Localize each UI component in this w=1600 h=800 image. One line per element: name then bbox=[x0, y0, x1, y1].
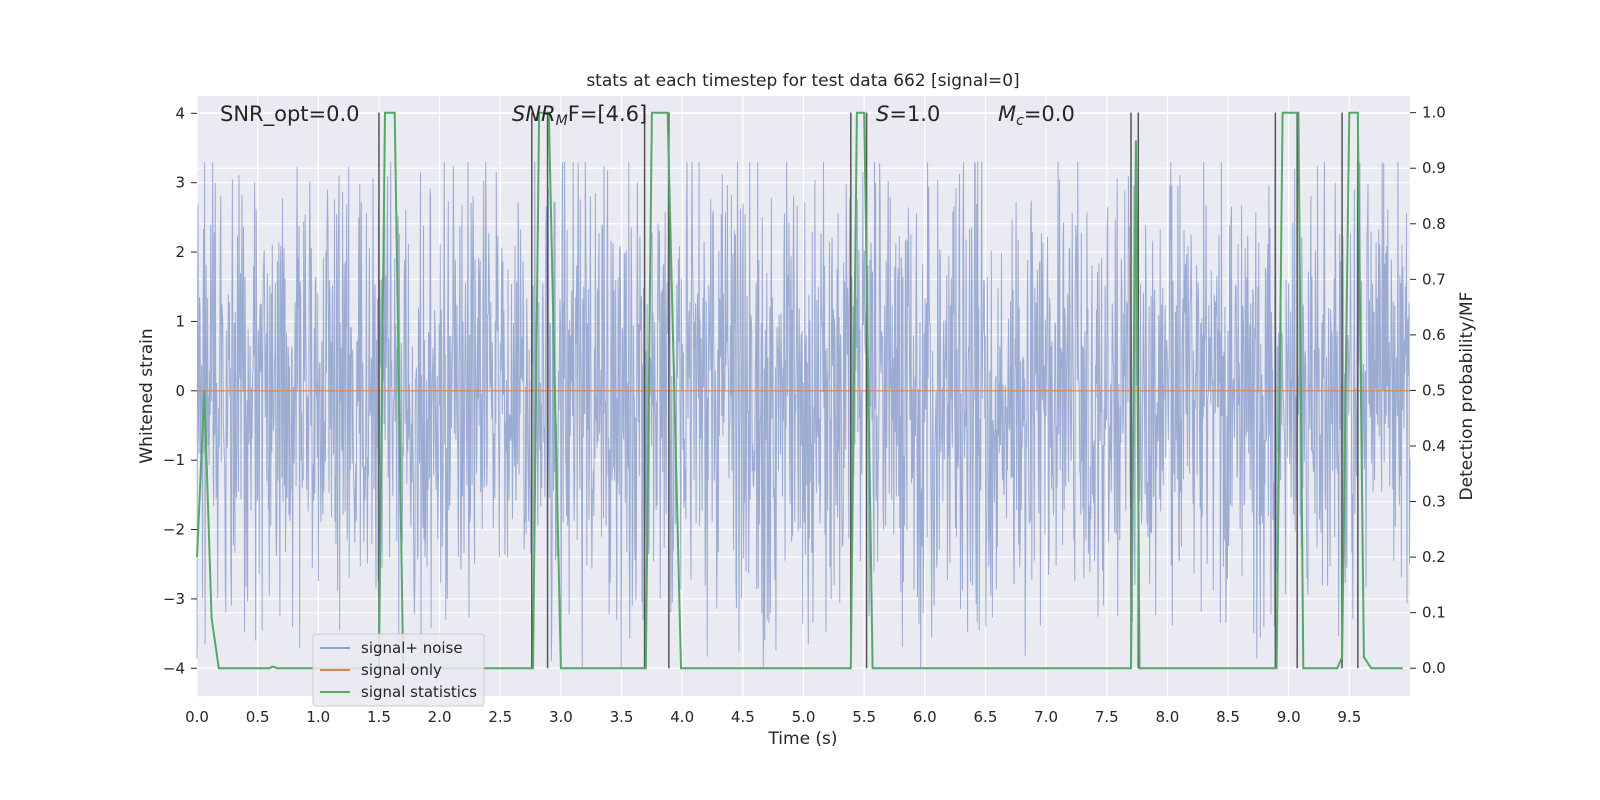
x-tick-label: 4.0 bbox=[670, 708, 694, 726]
annotation-mc-sub: c bbox=[1016, 113, 1024, 129]
y-tick-label: −3 bbox=[163, 590, 185, 608]
x-tick-label: 3.5 bbox=[610, 708, 634, 726]
annotation-snr-mf-sub: M bbox=[556, 113, 568, 129]
x-tick-label: 7.0 bbox=[1034, 708, 1058, 726]
x-tick-label: 5.5 bbox=[852, 708, 876, 726]
y2-tick-label: 1.0 bbox=[1422, 104, 1446, 122]
annotation-snr-opt: SNR_opt=0.0 bbox=[220, 102, 360, 127]
annotation-s-italic: S bbox=[876, 102, 889, 126]
y-axis-label-right: Detection probability/MF bbox=[1457, 292, 1477, 501]
x-tick-label: 1.5 bbox=[367, 708, 391, 726]
x-tick-label: 3.0 bbox=[549, 708, 573, 726]
y2-tick-label: 0.8 bbox=[1422, 215, 1446, 233]
y2-tick-label: 0.0 bbox=[1422, 659, 1446, 677]
y-tick-label: −4 bbox=[163, 659, 185, 677]
chart-title: stats at each timestep for test data 662… bbox=[586, 71, 1019, 91]
annotation-snr-mf-italic: SNR bbox=[512, 102, 556, 126]
x-tick-label: 2.5 bbox=[488, 708, 512, 726]
y2-tick-label: 0.1 bbox=[1422, 604, 1446, 622]
annotation-mc-rest: =0.0 bbox=[1024, 102, 1075, 126]
annotation-s: S=1.0 bbox=[876, 102, 940, 126]
y2-tick-label: 0.4 bbox=[1422, 437, 1446, 455]
y-tick-label: 2 bbox=[175, 243, 185, 261]
y-axis-label-left: Whitened strain bbox=[137, 328, 157, 463]
y2-tick-label: 0.7 bbox=[1422, 270, 1446, 288]
y2-tick-label: 0.9 bbox=[1422, 159, 1446, 177]
annotation-snr-mf-rest: F=[4.6] bbox=[568, 102, 647, 126]
legend-label-signal-only: signal only bbox=[361, 661, 442, 679]
signal-noise-line bbox=[196, 161, 1411, 669]
y2-tick-label: 0.2 bbox=[1422, 548, 1446, 566]
x-tick-label: 4.5 bbox=[731, 708, 755, 726]
series-signal-statistics bbox=[196, 111, 1403, 670]
x-tick-label: 0.5 bbox=[246, 708, 270, 726]
x-tick-label: 0.0 bbox=[185, 708, 209, 726]
y-tick-label: 3 bbox=[175, 174, 185, 192]
x-tick-label: 7.5 bbox=[1095, 708, 1119, 726]
y-tick-label: −2 bbox=[163, 521, 185, 539]
y-tick-label: 1 bbox=[175, 312, 185, 330]
x-tick-label: 2.0 bbox=[428, 708, 452, 726]
y-tick-label: 4 bbox=[175, 104, 185, 122]
y2-tick-label: 0.5 bbox=[1422, 381, 1446, 399]
y-tick-label: 0 bbox=[175, 382, 185, 400]
x-axis-label: Time (s) bbox=[767, 729, 837, 749]
y2-tick-label: 0.6 bbox=[1422, 326, 1446, 344]
legend-label-signal-noise: signal+ noise bbox=[361, 639, 463, 657]
x-tick-label: 9.5 bbox=[1337, 708, 1361, 726]
y-axis-ticks-left: 4 3 2 1 0 −1 −2 −3 −4 bbox=[163, 104, 197, 677]
y-axis-ticks-right: 1.0 0.9 0.8 0.7 0.6 0.5 0.4 0.3 0.2 0.1 0.0 bbox=[1410, 104, 1446, 677]
x-tick-label: 6.0 bbox=[913, 708, 937, 726]
x-tick-label: 8.0 bbox=[1155, 708, 1179, 726]
series-signal-noise bbox=[196, 161, 1411, 669]
signal-statistics-line bbox=[196, 111, 1403, 670]
legend-box bbox=[312, 633, 485, 707]
y2-tick-label: 0.3 bbox=[1422, 493, 1446, 511]
annotation-mc-italic: M bbox=[998, 102, 1016, 126]
annotation-s-rest: =1.0 bbox=[889, 102, 940, 126]
x-tick-label: 8.5 bbox=[1216, 708, 1240, 726]
legend: signal+ noise signal only signal statist… bbox=[312, 633, 485, 707]
y-tick-label: −1 bbox=[163, 451, 185, 469]
annotation-mc: Mc=0.0 bbox=[998, 102, 1075, 129]
x-axis-ticks: 0.0 0.5 1.0 1.5 2.0 2.5 3.0 3.5 4.0 4.5 5.0 5.5 6.0 6… bbox=[185, 708, 1361, 726]
x-tick-label: 5.0 bbox=[792, 708, 816, 726]
legend-label-signal-statistics: signal statistics bbox=[361, 683, 477, 701]
x-tick-label: 6.5 bbox=[974, 708, 998, 726]
x-tick-label: 9.0 bbox=[1277, 708, 1301, 726]
x-tick-label: 1.0 bbox=[306, 708, 330, 726]
annotation-snr-mf: SNRMF=[4.6] bbox=[512, 102, 647, 129]
